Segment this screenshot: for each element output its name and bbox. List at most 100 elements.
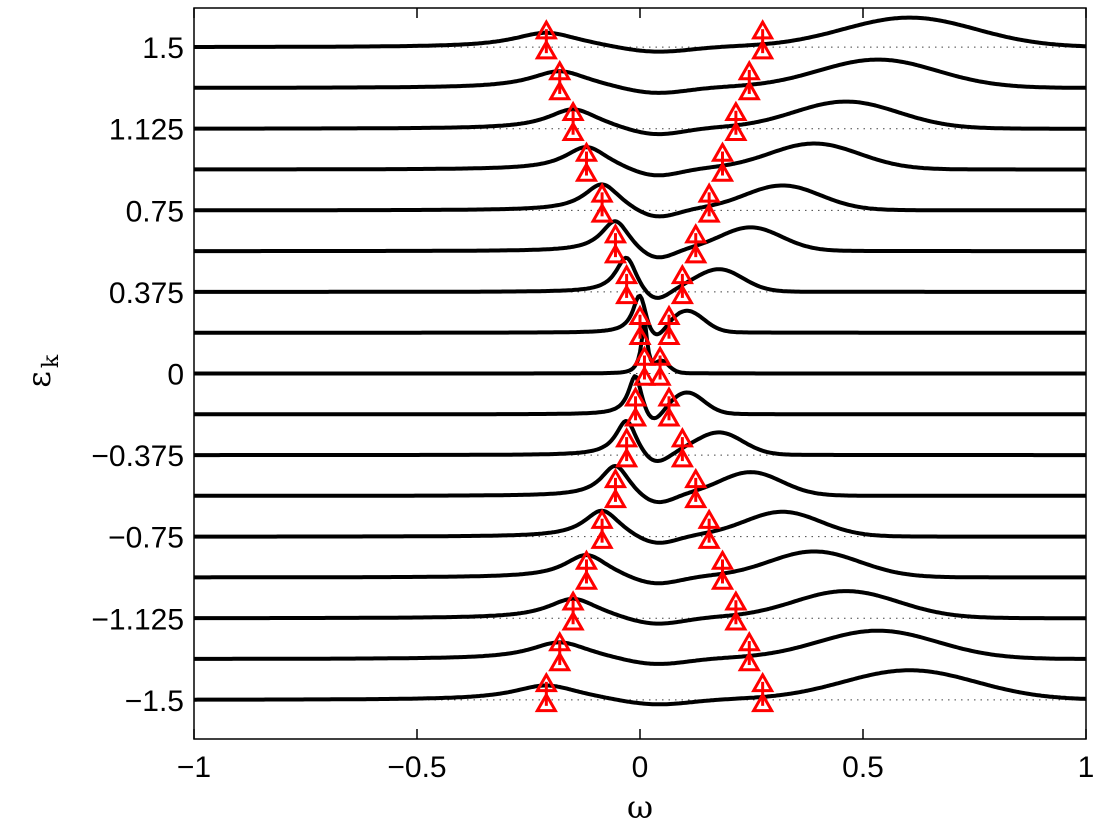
marker-right-top-10 [670, 263, 694, 285]
marker-left-bottom-5 [603, 487, 628, 509]
curve-7 [193, 374, 1087, 421]
y-tick-label-5: 0.375 [109, 277, 184, 310]
x-tick-labels: −1 −0.5 0 0.5 1 [177, 751, 1094, 784]
y-tick-label-8: 1.5 [142, 32, 184, 65]
marker-right-bottom-8 [648, 365, 672, 386]
marker-left-top-16 [534, 19, 558, 40]
marker-right-bottom-1 [737, 651, 761, 672]
marker-right-top-7 [657, 386, 681, 407]
y-tick-label-1: −1.125 [91, 603, 184, 636]
curve-14 [193, 99, 1087, 137]
tick-marks [193, 8, 1087, 739]
marker-left-bottom-13 [574, 161, 599, 182]
marker-left-top-11 [603, 223, 628, 244]
marker-left-top-0 [534, 671, 558, 693]
marker-series [534, 19, 775, 713]
marker-right-bottom-13 [710, 161, 735, 182]
curve-8 [193, 323, 1087, 376]
marker-left-top-2 [561, 590, 585, 611]
marker-left-top-10 [615, 263, 639, 285]
y-tick-label-6: 0.75 [126, 195, 184, 228]
marker-right-top-3 [710, 549, 735, 570]
y-axis-label-subscript: k [39, 354, 64, 368]
marker-right-bottom-6 [670, 447, 694, 468]
marker-left-bottom-0 [534, 691, 558, 713]
marker-right-bottom-16 [751, 39, 775, 60]
x-tick-label-1: −0.5 [387, 751, 446, 784]
marker-right-top-4 [697, 508, 721, 529]
x-tick-label-4: 1 [1078, 751, 1095, 784]
y-axis-label-group: ε k [20, 354, 64, 388]
marker-left-bottom-11 [603, 243, 628, 264]
marker-left-top-1 [548, 631, 572, 652]
curve-15 [193, 57, 1087, 95]
marker-left-top-8 [632, 345, 657, 366]
marker-right-bottom-5 [684, 487, 708, 509]
marker-right-top-13 [710, 141, 735, 162]
y-tick-label-7: 1.125 [109, 114, 184, 147]
marker-right-top-9 [657, 304, 681, 325]
marker-right-top-0 [751, 671, 775, 693]
marker-left-bottom-2 [561, 610, 585, 631]
marker-left-bottom-7 [623, 406, 648, 427]
curve-4 [193, 508, 1087, 545]
curve-series [193, 15, 1087, 707]
marker-left-bottom-15 [548, 79, 572, 101]
curve-2 [193, 589, 1087, 626]
marker-right-bottom-10 [670, 283, 694, 305]
marker-left-top-5 [603, 467, 628, 489]
marker-right-bottom-11 [684, 243, 708, 264]
marker-left-top-9 [628, 304, 652, 325]
marker-left-top-15 [548, 59, 572, 81]
marker-left-bottom-6 [615, 447, 639, 468]
marker-right-top-11 [684, 223, 708, 244]
y-tick-labels: −1.5 −1.125 −0.75 −0.375 0 0.375 0.75 1.125 1.5 [91, 32, 184, 718]
marker-left-bottom-14 [561, 120, 585, 141]
marker-right-bottom-3 [710, 569, 735, 590]
curve-12 [193, 182, 1087, 219]
marker-right-bottom-9 [657, 324, 681, 345]
marker-left-bottom-10 [615, 283, 639, 305]
marker-left-top-3 [574, 549, 599, 570]
marker-left-bottom-3 [574, 569, 599, 590]
y-tick-label-4: 0 [167, 359, 184, 392]
y-tick-label-0: −1.5 [125, 685, 184, 718]
marker-right-bottom-12 [697, 202, 721, 223]
marker-right-bottom-0 [751, 691, 775, 713]
marker-right-bottom-15 [737, 79, 761, 101]
curve-10 [193, 255, 1087, 300]
marker-right-top-14 [724, 100, 748, 121]
marker-right-top-2 [724, 590, 748, 611]
marker-right-top-15 [737, 59, 761, 81]
marker-right-bottom-2 [724, 610, 748, 631]
curve-0 [193, 668, 1087, 707]
marker-left-bottom-1 [548, 651, 572, 672]
marker-left-top-14 [561, 100, 585, 121]
marker-right-top-5 [684, 467, 708, 489]
curve-3 [193, 549, 1087, 586]
curve-9 [193, 293, 1087, 337]
x-axis-label: ω [627, 788, 653, 826]
y-tick-label-2: −0.75 [108, 522, 184, 555]
x-tick-label-2: 0 [632, 751, 649, 784]
x-tick-label-3: 0.5 [842, 751, 884, 784]
curve-13 [193, 141, 1087, 178]
curve-1 [193, 628, 1087, 666]
x-tick-label-0: −1 [177, 751, 211, 784]
marker-left-bottom-12 [590, 202, 614, 223]
marker-right-top-16 [751, 19, 775, 40]
marker-right-top-12 [697, 182, 721, 203]
marker-right-bottom-4 [697, 528, 721, 549]
marker-right-bottom-14 [724, 120, 748, 141]
marker-right-bottom-7 [657, 406, 681, 427]
y-tick-label-3: −0.375 [91, 440, 184, 473]
curve-6 [193, 419, 1087, 463]
marker-left-bottom-8 [632, 365, 657, 386]
curve-11 [193, 219, 1087, 260]
curve-5 [193, 464, 1087, 505]
marker-right-top-1 [737, 631, 761, 652]
marker-right-top-8 [648, 345, 672, 366]
marker-right-top-6 [670, 427, 694, 448]
y-axis-label: ε [20, 371, 58, 388]
